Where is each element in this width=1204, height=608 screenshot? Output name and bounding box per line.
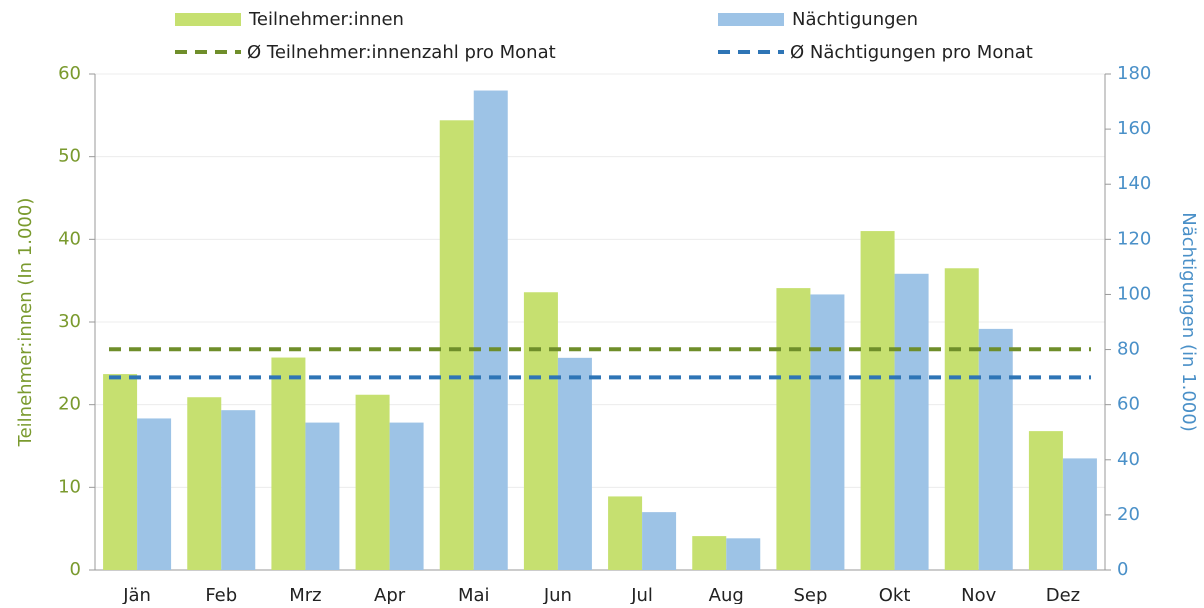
y2-tick-label: 40 — [1117, 449, 1140, 470]
legend-label: Ø Nächtigungen pro Monat — [790, 42, 1033, 63]
y2-tick-label: 160 — [1117, 118, 1151, 139]
legend-swatch — [175, 13, 241, 26]
legend-label: Nächtigungen — [792, 9, 918, 30]
y2-tick-label: 80 — [1117, 339, 1140, 360]
x-tick-label: Jän — [122, 585, 151, 604]
legend-swatch — [718, 13, 784, 26]
bar — [944, 268, 979, 570]
bar — [608, 496, 643, 570]
bar — [355, 394, 390, 570]
x-tick-label: Mai — [458, 585, 490, 604]
x-tick-label: Mrz — [289, 585, 321, 604]
bar — [1062, 458, 1097, 570]
x-tick-label: Okt — [879, 585, 911, 604]
x-tick-label: Aug — [709, 585, 744, 604]
bar — [137, 418, 172, 570]
y2-tick-label: 180 — [1117, 63, 1151, 84]
y-tick-label: 40 — [58, 228, 81, 249]
x-tick-label: Nov — [961, 585, 996, 604]
bar — [978, 328, 1013, 570]
x-tick-label: Jul — [630, 585, 653, 604]
bar — [1028, 431, 1063, 570]
x-tick-label: Feb — [205, 585, 237, 604]
legend-label: Ø Teilnehmer:innenzahl pro Monat — [247, 42, 556, 63]
y-tick-label: 0 — [70, 559, 81, 580]
y-tick-label: 60 — [58, 63, 81, 84]
y2-tick-label: 20 — [1117, 504, 1140, 525]
bar — [810, 294, 845, 570]
y2-tick-label: 120 — [1117, 228, 1151, 249]
x-tick-label: Sep — [793, 585, 827, 604]
bar — [439, 120, 474, 570]
bar — [389, 422, 424, 570]
y-tick-label: 10 — [58, 476, 81, 497]
y2-tick-label: 0 — [1117, 559, 1128, 580]
bar — [221, 410, 256, 570]
y2-tick-label: 100 — [1117, 283, 1151, 304]
bar — [473, 90, 508, 571]
y2-tick-label: 60 — [1117, 394, 1140, 415]
bar — [776, 288, 811, 570]
bar — [103, 374, 138, 570]
bar — [557, 357, 592, 570]
bar — [187, 397, 222, 570]
x-tick-label: Jun — [543, 585, 572, 604]
legend-label: Teilnehmer:innen — [248, 9, 404, 30]
bar — [305, 422, 340, 570]
y2-tick-label: 140 — [1117, 173, 1151, 194]
bar — [692, 536, 727, 570]
bar — [860, 231, 895, 571]
x-tick-label: Dez — [1046, 585, 1080, 604]
y2-axis-title: Nächtigungen (in 1.000) — [1178, 212, 1199, 431]
bar — [726, 538, 761, 570]
bar — [523, 292, 558, 570]
bar — [642, 512, 677, 570]
y-tick-label: 30 — [58, 311, 81, 332]
y-tick-label: 20 — [58, 394, 81, 415]
x-tick-label: Apr — [374, 585, 406, 604]
bar — [894, 273, 929, 570]
y-axis-title: Teilnehmer:innen (In 1.000) — [15, 198, 36, 448]
y-tick-label: 50 — [58, 146, 81, 167]
bar — [271, 357, 306, 570]
